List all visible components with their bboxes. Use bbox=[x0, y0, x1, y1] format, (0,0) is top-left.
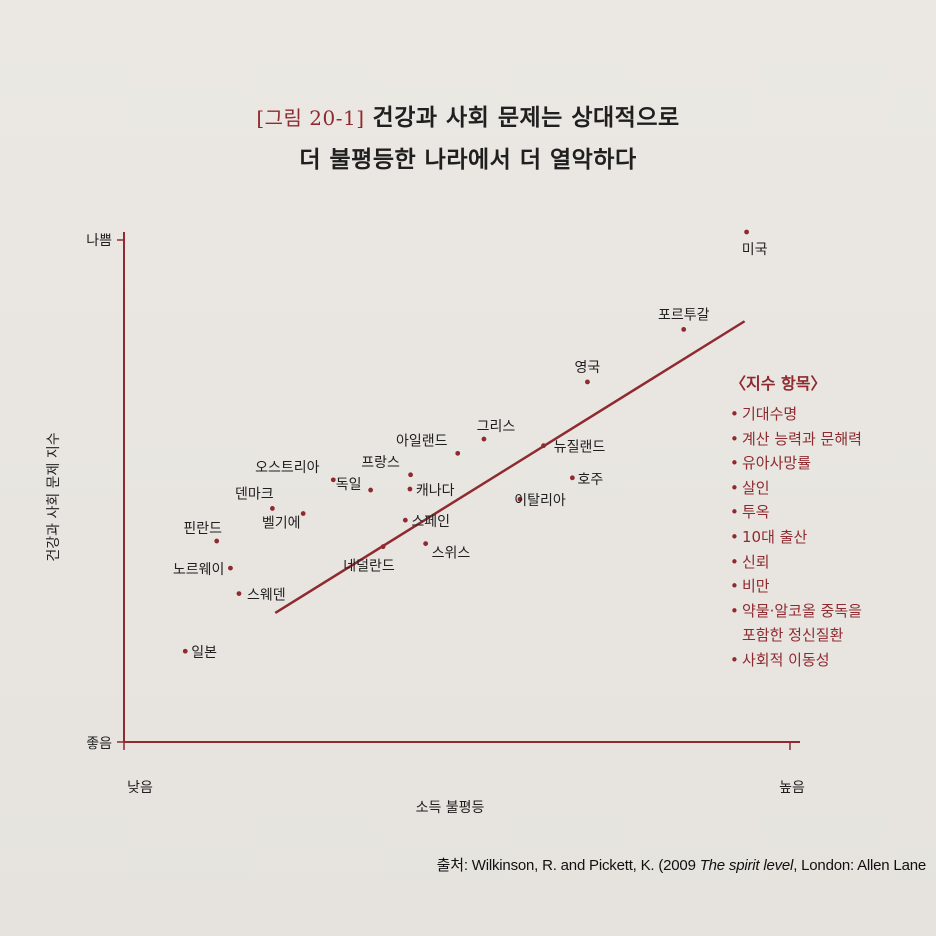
data-point bbox=[744, 229, 749, 235]
bullet-icon: • bbox=[730, 527, 739, 546]
y-tick-label-top: 나쁨 bbox=[86, 233, 112, 249]
legend-item: • 신뢰 bbox=[730, 550, 936, 575]
point-label: 캐나다 bbox=[416, 483, 455, 499]
data-point bbox=[517, 496, 523, 502]
point-label: 네덜란드 bbox=[343, 559, 395, 575]
data-point bbox=[402, 517, 408, 523]
point-label: 일본 bbox=[191, 645, 217, 661]
legend-item-label: 계산 능력과 문해력 bbox=[742, 429, 862, 448]
data-point bbox=[481, 436, 487, 442]
y-axis-title: 건강과 사회 문제 지수 bbox=[46, 432, 62, 561]
source-citation: 출처: Wilkinson, R. and Pickett, K. (2009 … bbox=[286, 854, 927, 875]
data-point bbox=[236, 591, 242, 596]
data-point bbox=[269, 506, 275, 511]
legend-item-label: 신뢰 bbox=[742, 552, 770, 571]
data-point bbox=[330, 477, 336, 483]
legend-item-label: 투옥 bbox=[742, 503, 770, 522]
figure-label: [그림 20-1] bbox=[256, 106, 365, 130]
trend-line bbox=[274, 320, 746, 615]
data-point bbox=[585, 379, 590, 385]
legend-item-label: 약물·알코올 중독을 bbox=[742, 601, 862, 620]
bullet-icon: • bbox=[730, 478, 739, 497]
data-point bbox=[300, 511, 306, 516]
data-point bbox=[408, 472, 413, 478]
point-label: 스페인 bbox=[411, 514, 450, 530]
bullet-icon: • bbox=[730, 429, 739, 448]
data-point bbox=[368, 487, 374, 493]
legend-item: 포함한 정신질환 bbox=[730, 623, 936, 648]
data-point bbox=[228, 565, 233, 571]
legend-item: • 투옥 bbox=[730, 500, 936, 525]
source-book: The spirit level bbox=[699, 857, 794, 874]
legend-item: • 살인 bbox=[730, 476, 936, 501]
legend-item: • 약물·알코올 중독을 bbox=[730, 599, 936, 624]
data-point bbox=[380, 544, 386, 550]
point-label: 핀란드 bbox=[183, 521, 222, 537]
data-point bbox=[407, 486, 413, 492]
legend-item-label: 기대수명 bbox=[742, 405, 798, 423]
legend-title: 〈지수 항목〉 bbox=[730, 374, 827, 393]
point-label: 독일 bbox=[336, 477, 362, 493]
point-label: 오스트리아 bbox=[255, 460, 320, 476]
bullet-icon: • bbox=[730, 552, 739, 571]
chart-axes bbox=[117, 232, 800, 750]
source-suffix: , London: Allen Lane bbox=[793, 857, 926, 874]
data-point bbox=[423, 541, 429, 547]
data-point bbox=[541, 443, 546, 449]
point-label: 스위스 bbox=[432, 546, 471, 562]
legend-items: • 기대수명 • 계산 능력과 문해력 • 유아사망률 • 살인 • 투옥 • 10대 출산 • 신뢰 • 비… bbox=[730, 402, 936, 673]
point-label: 덴마크 bbox=[235, 486, 274, 502]
legend-item: • 사회적 이동성 bbox=[730, 648, 936, 673]
point-label: 프랑스 bbox=[361, 455, 400, 471]
point-label: 포르투갈 bbox=[658, 307, 710, 323]
x-tick-label-left: 낮음 bbox=[127, 780, 153, 796]
index-legend: 〈지수 항목〉 • 기대수명 • 계산 능력과 문해력 • 유아사망률 • 살인 • 투옥 • 10대… bbox=[730, 370, 936, 673]
legend-item: • 유아사망률 bbox=[730, 451, 936, 476]
data-point bbox=[214, 538, 220, 544]
x-axis-title: 소득 불평등 bbox=[416, 800, 485, 816]
point-label: 아일랜드 bbox=[396, 433, 448, 449]
legend-item-label: 유아사망률 bbox=[742, 454, 812, 473]
bullet-icon: • bbox=[730, 650, 739, 669]
legend-item: • 계산 능력과 문해력 bbox=[730, 427, 936, 452]
legend-item-label: 포함한 정신질환 bbox=[742, 626, 844, 645]
figure-title-line1: [그림 20-1] 건강과 사회 문제는 상대적으로 bbox=[0, 98, 936, 132]
legend-item: • 기대수명 bbox=[730, 402, 936, 427]
data-point bbox=[182, 648, 188, 654]
point-label: 호주 bbox=[577, 472, 603, 488]
data-point bbox=[455, 450, 461, 456]
bullet-icon: • bbox=[730, 454, 739, 473]
point-label: 벨기에 bbox=[262, 516, 301, 532]
point-label: 그리스 bbox=[477, 419, 516, 435]
figure-title-text1: 건강과 사회 문제는 상대적으로 bbox=[372, 105, 680, 131]
bullet-icon: • bbox=[730, 503, 739, 522]
source-prefix: 출처: Wilkinson, R. and Pickett, K. (2009 bbox=[436, 857, 700, 874]
bullet-icon: • bbox=[730, 405, 739, 423]
data-point bbox=[681, 327, 687, 332]
figure-title-line2: 더 불평등한 나라에서 더 열악하다 bbox=[299, 147, 637, 173]
point-label: 미국 bbox=[742, 242, 768, 258]
legend-item-label: 살인 bbox=[742, 478, 770, 497]
point-label: 노르웨이 bbox=[173, 562, 225, 578]
point-label: 영국 bbox=[575, 360, 601, 376]
legend-item-label: 10대 출산 bbox=[742, 527, 808, 546]
point-label: 뉴질랜드 bbox=[554, 440, 606, 456]
x-tick-label-right: 높음 bbox=[779, 780, 805, 796]
legend-item: • 비만 bbox=[730, 574, 936, 599]
y-tick-label-bottom: 좋음 bbox=[86, 736, 112, 752]
legend-item-label: 비만 bbox=[742, 577, 770, 596]
bullet-icon: • bbox=[730, 577, 739, 596]
point-label: 이탈리아 bbox=[514, 493, 566, 509]
point-label: 스웨덴 bbox=[247, 588, 286, 604]
legend-item-label: 사회적 이동성 bbox=[742, 650, 830, 669]
bullet-icon: • bbox=[730, 601, 739, 620]
data-point bbox=[569, 475, 575, 481]
trend-line-group bbox=[274, 320, 746, 615]
legend-item: • 10대 출산 bbox=[730, 525, 936, 550]
